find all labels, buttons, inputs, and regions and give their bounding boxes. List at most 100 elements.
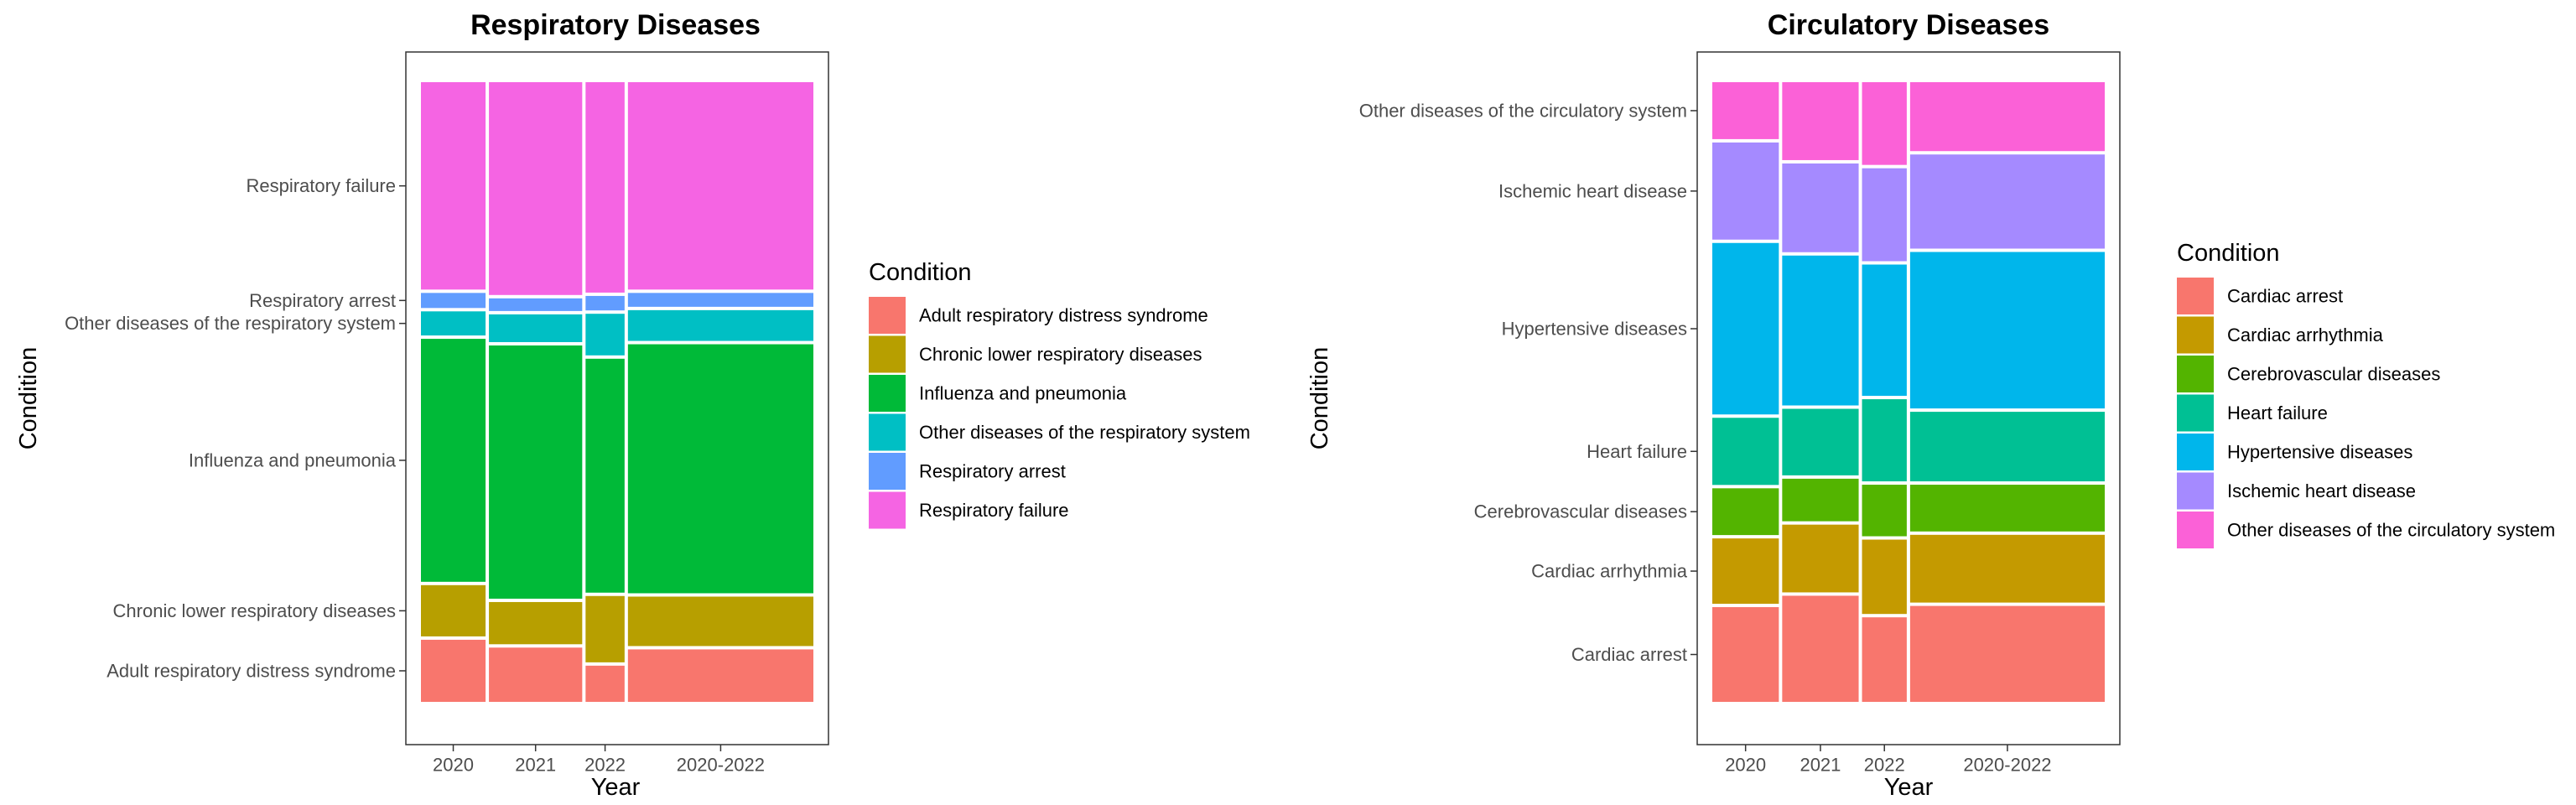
mosaic-tile: [489, 345, 583, 599]
legend-swatch: [2177, 278, 2214, 314]
mosaic-tile: [1862, 617, 1907, 702]
mosaic-tile: [1862, 168, 1907, 262]
mosaic-tile: [1782, 524, 1859, 593]
y-tick-label: Hypertensive diseases: [1502, 319, 1687, 340]
mosaic-tile: [421, 82, 486, 290]
mosaic-tile: [1782, 408, 1859, 475]
chart-title: Circulatory Diseases: [1768, 9, 2049, 41]
y-tick-label: Chronic lower respiratory diseases: [113, 600, 396, 621]
mosaic-tile: [489, 314, 583, 342]
legend-label: Other diseases of the respiratory system: [919, 422, 1250, 443]
mosaic-tile: [585, 82, 625, 293]
chart-0: Respiratory Diseases Adult respiratory di…: [15, 9, 1250, 801]
x-axis-title: Year: [1884, 774, 1934, 801]
legend-label: Cerebrovascular diseases: [2227, 364, 2440, 385]
legend-label: Cardiac arrest: [2227, 286, 2343, 307]
legend-label: Other diseases of the circulatory system: [2227, 520, 2555, 541]
mosaic-tile: [1909, 252, 2105, 409]
mosaic-tile: [489, 601, 583, 645]
x-axis-title: Year: [591, 774, 641, 801]
mosaic-tile: [585, 358, 625, 593]
legend-swatch: [2177, 316, 2214, 354]
mosaic-tile: [1782, 255, 1859, 406]
y-tick-label: Heart failure: [1587, 441, 1687, 462]
legend-swatch: [2177, 434, 2214, 470]
legend-title: Condition: [2177, 240, 2280, 267]
mosaic-tile: [421, 584, 486, 636]
legend-swatch: [869, 413, 906, 451]
mosaic-tile: [627, 82, 813, 290]
mosaic-tile: [1909, 412, 2105, 482]
mosaic-tile: [1712, 242, 1779, 415]
mosaic-tile: [1909, 605, 2105, 702]
legend-swatch: [2177, 512, 2214, 548]
x-tick-label: 2020-2022: [1963, 755, 2051, 776]
legend-label: Respiratory failure: [919, 500, 1069, 521]
legend: Condition Cardiac arrest Cardiac arrhythmi…: [2177, 240, 2555, 548]
y-tick-label: Cardiac arrhythmia: [1531, 561, 1688, 582]
y-axis-title: Condition: [15, 347, 42, 450]
legend-swatch: [2177, 356, 2214, 392]
mosaic-tile: [489, 82, 583, 295]
mosaic-tile: [627, 344, 813, 594]
mosaic-tile: [1712, 607, 1779, 702]
mosaic-tile: [585, 314, 625, 356]
x-tick-label: 2022: [1864, 755, 1905, 776]
legend-label: Heart failure: [2227, 402, 2328, 423]
y-tick-label: Other diseases of the circulatory system: [1359, 100, 1687, 121]
mosaic-tile: [1862, 399, 1907, 482]
mosaic-tile: [627, 309, 813, 341]
y-tick-label: Other diseases of the respiratory system: [65, 313, 396, 334]
mosaic-tile: [627, 596, 813, 647]
mosaic-tile: [585, 295, 625, 311]
legend-swatch: [869, 297, 906, 334]
legend-label: Adult respiratory distress syndrome: [919, 305, 1208, 326]
mosaic-tile: [1782, 478, 1859, 522]
legend-label: Influenza and pneumonia: [919, 383, 1127, 404]
x-tick-label: 2020: [433, 755, 474, 776]
mosaic-tile: [585, 595, 625, 662]
mosaic-tile: [627, 649, 813, 702]
mosaic-tile: [1712, 82, 1779, 139]
legend-swatch: [2177, 472, 2214, 510]
y-axis-title: Condition: [1306, 347, 1333, 450]
mosaic-tile: [1782, 163, 1859, 252]
mosaic-tile: [421, 293, 486, 309]
chart-title: Respiratory Diseases: [470, 9, 761, 41]
x-tick-label: 2020-2022: [677, 755, 765, 776]
panel-border: [405, 51, 829, 745]
legend: Condition Adult respiratory distress synd…: [869, 259, 1250, 529]
legend-label: Hypertensive diseases: [2227, 442, 2412, 463]
mosaic-tile: [1862, 82, 1907, 165]
mosaic-tile: [1712, 538, 1779, 605]
x-tick-label: 2021: [1800, 755, 1841, 776]
mosaic-tile: [627, 293, 813, 307]
y-tick-label: Respiratory arrest: [249, 290, 396, 311]
mosaic-tile: [1909, 82, 2105, 152]
y-tick-label: Adult respiratory distress syndrome: [106, 660, 396, 681]
mosaic-tile: [1909, 485, 2105, 532]
legend-swatch: [869, 375, 906, 412]
mosaic-tile: [1862, 539, 1907, 615]
mosaic-tile: [585, 665, 625, 702]
y-tick-label: Respiratory failure: [246, 175, 396, 196]
mosaic-tile: [1909, 154, 2105, 249]
mosaic-tile: [1782, 82, 1859, 160]
y-tick-label: Cerebrovascular diseases: [1474, 501, 1687, 522]
mosaic-tile: [421, 639, 486, 702]
legend-label: Respiratory arrest: [919, 461, 1066, 482]
panel-border: [1696, 51, 2121, 745]
x-tick-label: 2022: [584, 755, 626, 776]
mosaic-tile: [1712, 142, 1779, 240]
mosaic-tile: [489, 647, 583, 702]
mosaic-tile: [421, 339, 486, 582]
legend-swatch: [869, 491, 906, 529]
chart-1: Circulatory Diseases Cardiac arrest Cardia…: [1306, 9, 2555, 801]
mosaic-tile: [1782, 595, 1859, 702]
x-tick-label: 2021: [515, 755, 556, 776]
mosaic-tile: [1862, 264, 1907, 397]
mosaic-tile: [1909, 534, 2105, 603]
legend-swatch: [2177, 394, 2214, 432]
y-tick-label: Ischemic heart disease: [1498, 180, 1687, 201]
mosaic-tile: [1862, 485, 1907, 537]
